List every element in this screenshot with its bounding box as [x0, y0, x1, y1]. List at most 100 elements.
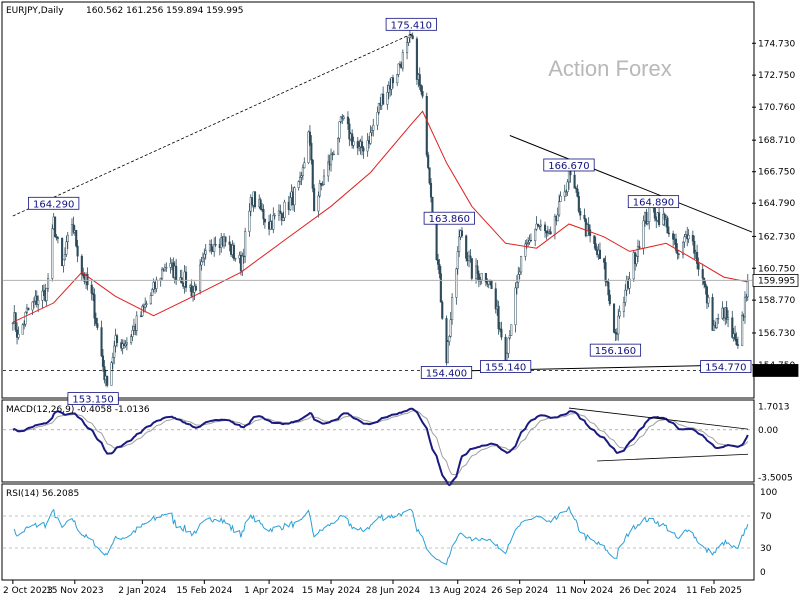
candle-body: [390, 77, 393, 90]
candle: [418, 67, 421, 90]
support-price-tag-box: [752, 364, 799, 377]
candle: [144, 297, 147, 313]
candle: [666, 215, 669, 234]
candle: [244, 227, 247, 263]
annotation-label: 154.770: [705, 363, 746, 374]
candle: [734, 325, 737, 342]
candle-body: [106, 375, 109, 386]
candle-body: [317, 195, 320, 212]
candle: [234, 257, 237, 262]
candle-body: [429, 182, 433, 198]
candle-body: [94, 317, 97, 324]
candle-body: [589, 229, 592, 236]
candle-body: [139, 315, 143, 317]
candle: [628, 271, 631, 295]
candle: [705, 285, 708, 310]
candle-body: [743, 296, 747, 318]
candle: [21, 323, 24, 335]
candle-body: [711, 297, 714, 331]
candle: [693, 235, 696, 261]
candle-body: [17, 333, 20, 338]
candle-body: [458, 236, 461, 252]
candle-body: [510, 324, 513, 336]
candle-body: [701, 269, 704, 279]
candle: [130, 334, 133, 345]
candle: [297, 180, 300, 191]
candle: [556, 207, 559, 222]
candle: [253, 190, 257, 209]
candle-body: [100, 327, 103, 357]
annotation-box: [28, 196, 80, 210]
candle: [458, 229, 461, 258]
candle: [456, 246, 459, 275]
candle: [321, 181, 324, 187]
candle: [518, 267, 521, 280]
candle: [396, 73, 399, 87]
candle-body: [645, 211, 648, 224]
candle-body: [329, 153, 333, 166]
candle: [329, 148, 333, 172]
macd-tick-label: -3.5005: [758, 473, 793, 483]
candle-body: [607, 282, 610, 296]
candle-body: [51, 228, 54, 279]
candle-body: [448, 336, 451, 342]
candle-body: [263, 218, 266, 223]
candle-body: [56, 237, 59, 239]
candle-body: [45, 288, 48, 301]
price-tick-label: 170.760: [758, 103, 795, 113]
candle: [159, 277, 162, 287]
candle-body: [204, 250, 207, 255]
resistance-trendline: [509, 135, 753, 233]
candle-body: [573, 174, 576, 189]
x-tick-label: 28 Jun 2024: [366, 586, 420, 596]
candle: [358, 139, 361, 152]
candle-body: [536, 223, 540, 226]
x-tick-label: 1 Apr 2024: [244, 586, 294, 596]
main-panel: [1, 1, 755, 399]
candle-body: [113, 345, 116, 358]
candle: [337, 137, 340, 155]
candle: [72, 216, 75, 234]
candle: [487, 279, 490, 289]
candle-body: [598, 249, 601, 259]
candle-body: [241, 255, 244, 272]
x-tick-label: 13 Aug 2024: [429, 586, 487, 596]
candle: [683, 234, 686, 248]
candle: [131, 325, 134, 342]
annotation-box: [700, 360, 752, 373]
candle-body: [37, 300, 40, 305]
candle: [535, 216, 538, 231]
candle: [61, 237, 64, 267]
candle: [90, 280, 93, 301]
candle-body: [135, 315, 138, 331]
candle: [263, 218, 266, 229]
candle: [190, 279, 193, 298]
candle: [607, 278, 610, 301]
candle-body: [411, 35, 414, 40]
candle-body: [155, 279, 158, 289]
candle: [577, 191, 580, 214]
candle-body: [507, 337, 510, 354]
price-annotation: 166.670: [543, 158, 595, 172]
symbol-label: EURJPY,Daily: [6, 6, 64, 16]
candle-body: [683, 236, 686, 243]
candle-body: [727, 317, 730, 320]
candle-body: [401, 52, 404, 69]
price-tick-label: 156.730: [758, 329, 795, 339]
candle: [376, 106, 379, 131]
candle: [667, 226, 670, 238]
candle: [259, 197, 262, 211]
candle-body: [715, 318, 718, 328]
candle-body: [525, 243, 528, 245]
candle-body: [32, 300, 36, 303]
candle: [576, 184, 579, 198]
support-price-tag-label: 154.400: [758, 366, 795, 376]
candle: [529, 233, 533, 242]
annotation-label: 156.160: [595, 346, 636, 357]
candle: [262, 204, 265, 226]
candle-body: [382, 93, 385, 105]
candle: [514, 282, 517, 333]
candle-body: [192, 292, 195, 297]
candle: [155, 276, 158, 293]
